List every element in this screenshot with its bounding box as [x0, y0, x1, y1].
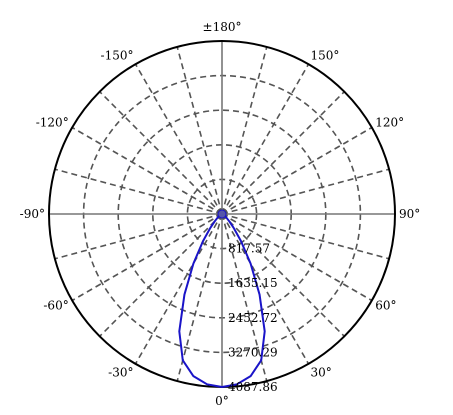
grid-spoke [176, 46, 223, 215]
angle-label: 60° [375, 299, 396, 313]
angle-label: 90° [399, 207, 420, 221]
grid-spoke [221, 213, 268, 382]
grid-spoke [99, 213, 223, 337]
radial-tick-label: 817.57 [228, 242, 270, 256]
grid-spoke [221, 126, 373, 215]
grid-spoke [99, 91, 223, 215]
angle-label: -60° [43, 299, 68, 313]
grid-spoke [221, 168, 390, 215]
grid-spoke [221, 213, 310, 365]
grid-spoke [176, 213, 223, 382]
grid-spoke [134, 63, 223, 215]
grid-spoke [221, 46, 268, 215]
angle-label: 0° [215, 394, 229, 408]
polar-grid [48, 40, 396, 388]
center-marker [217, 209, 227, 219]
radial-tick-label: 1635.15 [228, 276, 278, 290]
angle-label: -30° [108, 365, 133, 379]
angle-label: -90° [20, 207, 45, 221]
radial-tick-label: 4087.86 [228, 380, 278, 394]
grid-spoke [221, 63, 310, 215]
grid-spoke [134, 213, 223, 365]
angle-label: ±180° [203, 20, 242, 34]
grid-spoke [54, 213, 223, 260]
grid-spoke [221, 213, 390, 260]
radial-tick-label: 3270.29 [228, 345, 278, 359]
angle-tick-labels: ±180° -150° 150° -120° 120° -90° 90° -60° 60° -30… [20, 20, 421, 408]
angle-label: 150° [311, 49, 340, 63]
angle-label: -120° [36, 116, 69, 130]
angle-label: 120° [375, 116, 404, 130]
grid-spoke [71, 213, 223, 302]
intensity-curve-layer [178, 209, 266, 388]
grid-spoke [54, 168, 223, 215]
radial-tick-label: 2452.72 [228, 311, 278, 325]
grid-spoke [71, 126, 223, 215]
angle-label: 30° [311, 365, 332, 379]
grid-spoke [221, 91, 345, 215]
grid-spoke [221, 213, 345, 337]
radial-tick-labels: 817.57 1635.15 2452.72 3270.29 4087.86 [228, 242, 278, 394]
grid-spoke [221, 213, 373, 302]
angle-label: -150° [101, 49, 134, 63]
